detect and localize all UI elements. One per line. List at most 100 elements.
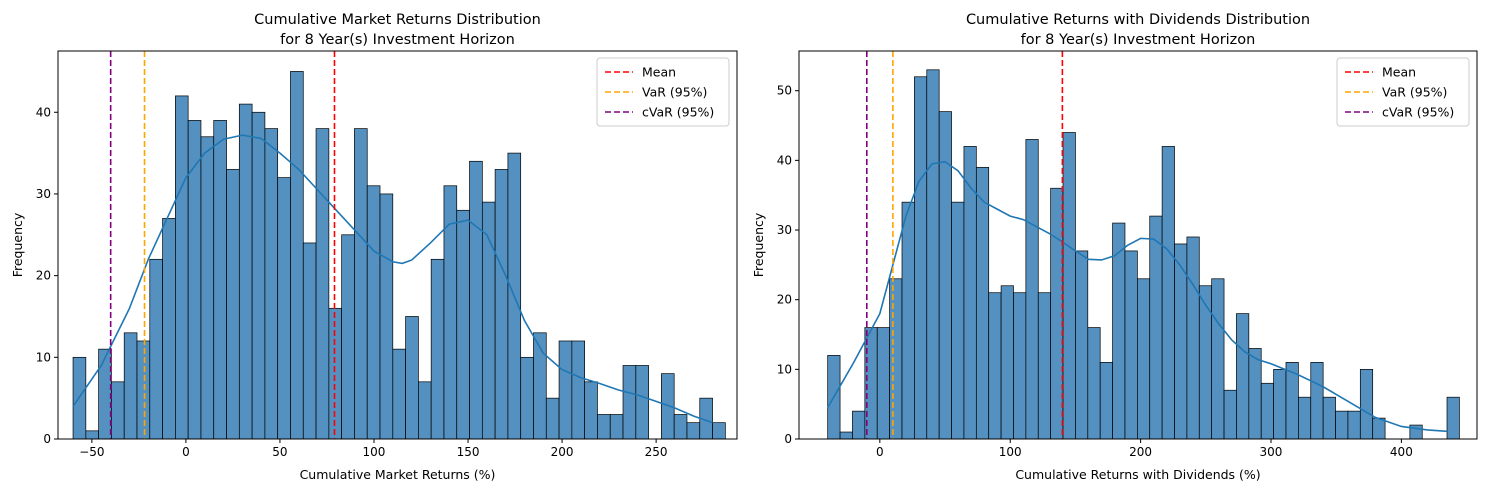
histogram-bar — [571, 340, 585, 440]
x-tick-label: 200 — [551, 445, 574, 459]
x-tick-label: 50 — [272, 445, 287, 459]
x-axis-label: Cumulative Returns with Dividends (%) — [1015, 467, 1260, 482]
x-tick-label: 0 — [182, 445, 190, 459]
histogram-bar — [1211, 278, 1225, 440]
histogram-bar — [1310, 362, 1324, 440]
x-tick-label: 100 — [999, 445, 1022, 459]
histogram-bar — [1273, 368, 1287, 440]
y-tick-label: 30 — [36, 187, 51, 201]
y-tick-label: 50 — [777, 84, 792, 98]
histogram-bar — [963, 146, 977, 440]
histogram-bar — [251, 111, 266, 440]
histogram-bar — [1037, 292, 1051, 440]
histogram-bar — [1347, 410, 1361, 440]
legend-label: cVaR (95%) — [1382, 105, 1454, 120]
histogram-bar — [597, 414, 611, 440]
histogram-bar — [988, 292, 1002, 440]
histogram-bar — [584, 381, 598, 440]
histogram-bar — [1198, 285, 1213, 440]
histogram-bar — [379, 193, 394, 440]
y-tick-label: 10 — [36, 350, 51, 364]
legend-label: Mean — [642, 65, 676, 80]
x-tick-label: 250 — [645, 445, 668, 459]
chart-subtitle: for 8 Year(s) Investment Horizon — [280, 32, 515, 48]
histogram-bar — [622, 365, 637, 440]
legend-box — [596, 57, 730, 127]
histogram-bar — [1359, 368, 1374, 440]
y-tick-label: 40 — [36, 105, 51, 119]
histogram-bar — [914, 76, 928, 440]
histogram-bar — [341, 234, 355, 440]
histogram-bar — [392, 348, 406, 440]
histogram-bar — [315, 128, 330, 440]
histogram-bar — [839, 431, 853, 440]
histogram-bar — [938, 111, 952, 440]
histogram-bar — [1236, 313, 1250, 440]
legend-box — [1336, 57, 1470, 127]
histogram-bar — [1025, 139, 1039, 440]
legend: Mean VaR (95%) cVaR (95%) — [1336, 57, 1470, 127]
y-tick-label: 10 — [777, 362, 792, 376]
x-tick-label: 100 — [363, 445, 386, 459]
histogram-bar — [635, 365, 649, 440]
x-tick-label: 300 — [1260, 445, 1283, 459]
histogram-bar — [975, 166, 990, 440]
x-tick-label: 150 — [457, 445, 480, 459]
histogram-bar — [901, 201, 915, 440]
histogram-bar — [852, 410, 866, 440]
histogram-bar — [98, 348, 112, 440]
kde-line — [72, 134, 713, 424]
y-axis-label: Frequency — [751, 212, 766, 277]
histogram-bar — [111, 381, 125, 440]
plot-frame — [57, 50, 738, 440]
histogram-bar — [1099, 362, 1113, 440]
histogram-bar — [1446, 396, 1460, 440]
histogram-bar — [494, 169, 509, 440]
histogram-bar — [418, 381, 432, 440]
histogram-bar — [520, 356, 534, 440]
histogram-bar — [673, 414, 688, 440]
histogram-bar — [876, 327, 890, 440]
histogram-bar — [545, 397, 560, 440]
histogram-bar — [187, 120, 202, 440]
histogram-bar — [136, 340, 151, 440]
histogram-bar — [238, 103, 253, 440]
plot-frame — [798, 50, 1478, 440]
histogram-bar — [1298, 396, 1312, 440]
histogram-bar — [456, 209, 470, 440]
histogram-bar — [1260, 382, 1274, 440]
y-tick-label: 30 — [777, 223, 792, 237]
y-tick-label: 40 — [777, 153, 792, 167]
histogram-bar — [1149, 215, 1163, 440]
histogram-bar — [277, 177, 291, 440]
histogram-bar — [430, 258, 445, 440]
histogram-bars — [72, 71, 726, 440]
histogram-bar — [1075, 250, 1089, 440]
x-axis-label: Cumulative Market Returns (%) — [300, 467, 496, 482]
histogram-bar — [1372, 417, 1386, 440]
histogram-bar — [213, 120, 227, 440]
histogram-bar — [686, 422, 701, 440]
histogram-bar — [1124, 250, 1138, 440]
y-tick-label: 20 — [36, 269, 51, 283]
histogram-bar — [1161, 146, 1175, 440]
histogram-bar — [1186, 236, 1200, 440]
histogram-bar — [149, 258, 163, 440]
legend: Mean VaR (95%) cVaR (95%) — [596, 57, 730, 127]
x-tick-label: 0 — [876, 445, 884, 459]
legend-label: Mean — [1382, 65, 1416, 80]
histogram-bar — [558, 340, 573, 440]
histogram-bar — [1062, 132, 1076, 440]
y-axis-label: Frequency — [10, 212, 25, 277]
histogram-bar — [405, 316, 419, 440]
y-tick-label: 0 — [43, 432, 51, 446]
legend-label: VaR (95%) — [1382, 85, 1447, 100]
histogram-bar — [1000, 285, 1014, 440]
histogram-bar — [354, 128, 368, 440]
histogram-bar — [200, 136, 215, 440]
x-tick-label: 200 — [1129, 445, 1152, 459]
histogram-bar — [926, 69, 940, 440]
histogram-bar — [1013, 292, 1027, 440]
histogram-bar — [1050, 187, 1064, 440]
histogram-bar — [1136, 278, 1151, 440]
